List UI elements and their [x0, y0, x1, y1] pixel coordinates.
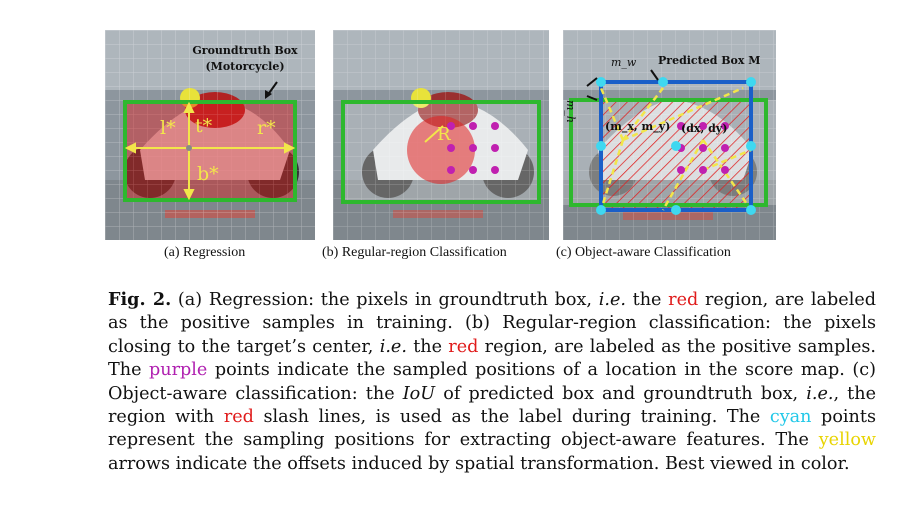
- label-r: r*: [257, 117, 276, 139]
- radius-line: [424, 125, 444, 143]
- groundtruth-box: [341, 100, 541, 204]
- purple-sample-points: [447, 122, 499, 174]
- panel-regression: l* t* r* b* Groundtruth Box (Motorcycle): [105, 30, 315, 240]
- iou-slash-region: [601, 102, 751, 210]
- caption-text: arrows indicate the offsets induced by s…: [108, 453, 850, 474]
- caption-text: slash lines, is used as the label during…: [253, 407, 770, 428]
- purple-sample-points: [677, 122, 729, 174]
- caption-red-word: red: [668, 290, 699, 310]
- caption-ie: i.e.: [379, 336, 407, 357]
- caption-text: region, are labeled as the positive samp…: [108, 290, 876, 357]
- cyan-sample-points: [596, 77, 756, 215]
- caption-text: the: [625, 290, 669, 310]
- caption-text: points indicate the sampled positions of…: [108, 360, 876, 404]
- caption-yellow-word: yellow: [818, 430, 876, 451]
- label-b: b*: [197, 163, 219, 185]
- predicted-box-label: Predicted Box M: [658, 54, 760, 67]
- figure-label: Fig. 2.: [108, 289, 172, 310]
- caption-red-word: red: [223, 407, 254, 428]
- subcaption-regression: (a) Regression: [164, 245, 246, 260]
- caption-purple-word: purple: [149, 360, 208, 381]
- caption-iou: IoU: [402, 383, 436, 404]
- positive-region: [407, 116, 475, 184]
- caption-red-word: red: [448, 336, 479, 357]
- caption-text: the: [406, 336, 449, 357]
- caption-text: points represent the sampling positions …: [108, 407, 876, 451]
- groundtruth-box: [123, 100, 297, 202]
- groundtruth-label-line1: Groundtruth Box: [192, 44, 298, 57]
- caption-ie: i.e.: [598, 290, 626, 310]
- radius-label: R: [437, 124, 451, 145]
- figure-caption: Fig. 2. (a) Regression: the pixels in gr…: [108, 288, 876, 476]
- mw-label: m_w: [611, 56, 637, 69]
- regression-arrows: [124, 101, 296, 201]
- positive-region: [125, 102, 295, 200]
- groundtruth-box: [569, 98, 768, 207]
- groundtruth-label-line2: (Motorcycle): [205, 60, 284, 73]
- caption-text: , the region with: [108, 383, 876, 428]
- caption-ie: i.e.: [806, 383, 834, 404]
- yellow-offset-arrows: [599, 86, 753, 211]
- caption-text: of predicted box and groundtruth box,: [435, 383, 807, 404]
- panel-regular-region: R: [333, 30, 549, 240]
- mh-label: m_h: [564, 100, 577, 123]
- caption-text: region, are labeled as the positive samp…: [108, 336, 876, 381]
- subcaption-object-aware: (c) Object-aware Classification: [556, 245, 731, 260]
- center-label: (m_x, m_y): [605, 120, 670, 134]
- caption-text: (a) Regression: the pixels in groundtrut…: [171, 290, 599, 310]
- panel-object-aware: m_w Predicted Box M m_h (m_x, m_y) (dx, …: [563, 30, 776, 240]
- caption-cyan-word: cyan: [769, 407, 812, 428]
- pointer-arrow-icon: [586, 69, 659, 101]
- label-t: t*: [195, 115, 213, 137]
- offset-label: (dx, dy): [681, 122, 727, 135]
- subcaption-regular-region: (b) Regular-region Classification: [322, 245, 507, 260]
- label-l: l*: [160, 117, 176, 139]
- pointer-arrow-icon: [265, 81, 278, 99]
